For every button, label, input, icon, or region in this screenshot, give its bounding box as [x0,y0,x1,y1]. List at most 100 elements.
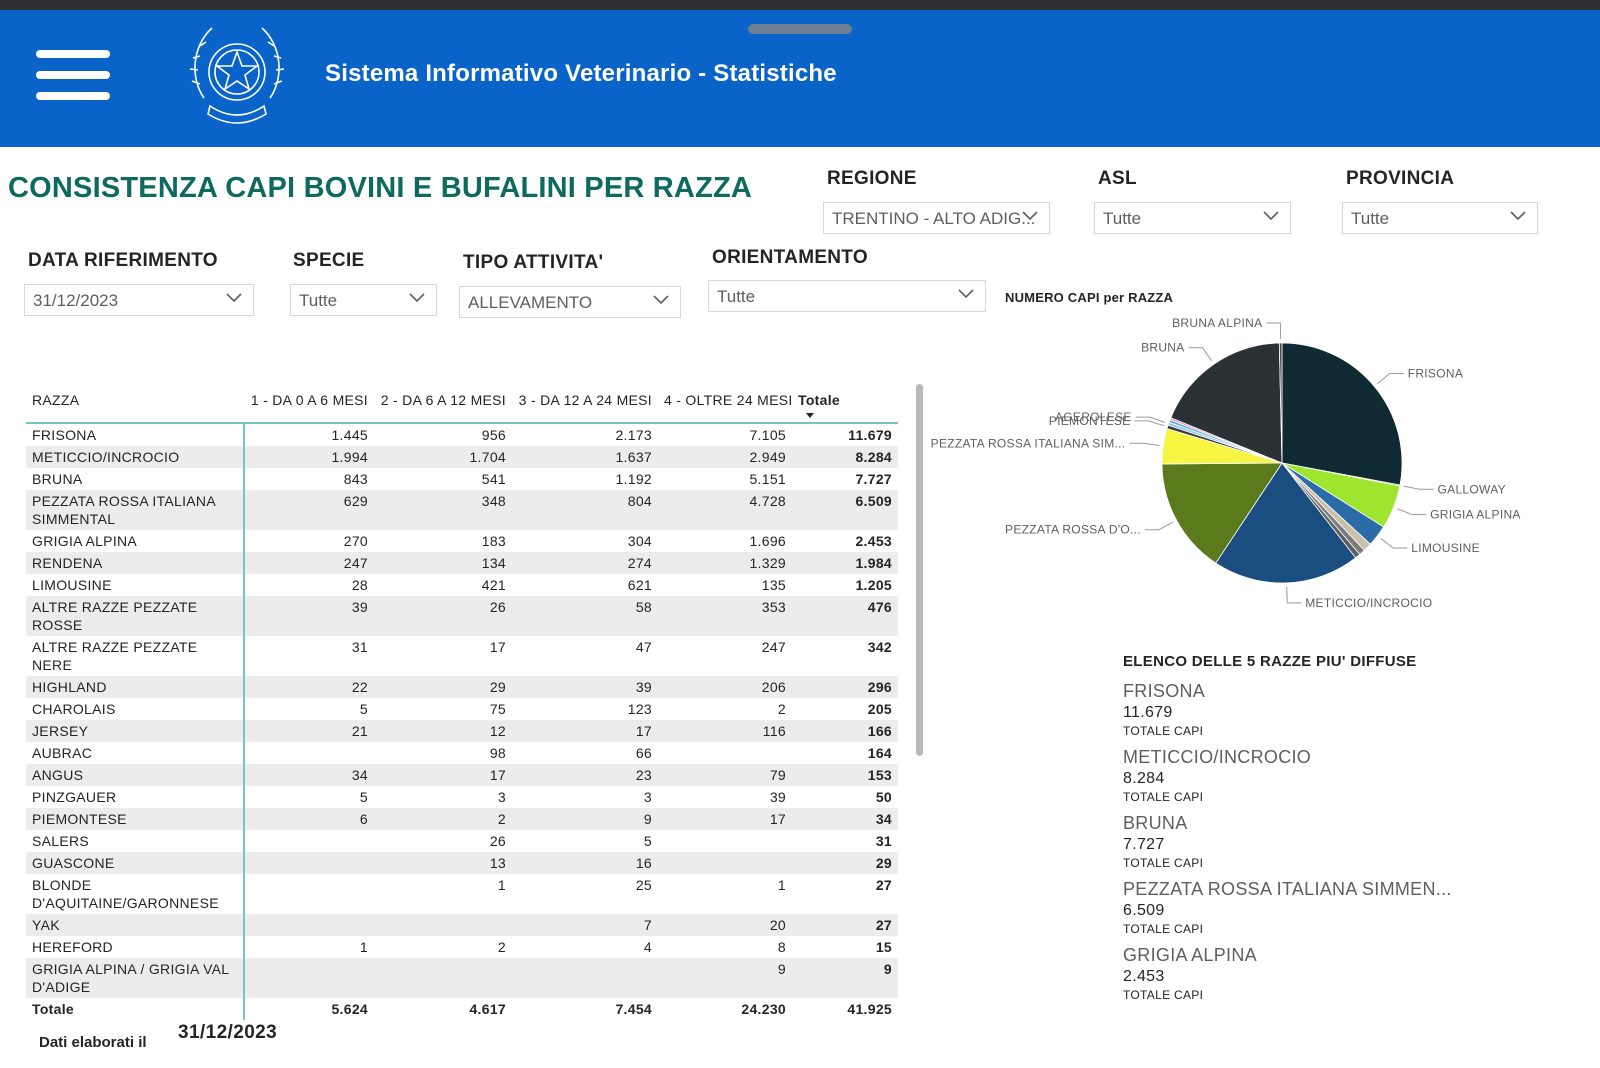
footer-date: 31/12/2023 [178,1022,278,1043]
table-row[interactable]: HEREFORD 1 2 4 8 15 [26,936,898,958]
pie-leader-line [1266,322,1282,340]
cell-totale: 342 [867,639,892,655]
table-row[interactable]: FRISONA 1.445 956 2.173 7.105 11.679 [26,423,898,446]
table-row[interactable]: GUASCONE 13 16 29 [26,852,898,874]
column-header-oltre-24-mesi[interactable]: 4 - OLTRE 24 MESI [664,392,793,408]
table-cell: 25 [635,877,652,893]
table-scrollbar[interactable] [916,384,923,756]
total-cell: 41.925 [792,998,898,1020]
menu-icon[interactable] [36,50,110,106]
table-cell: 20 [769,917,786,933]
table-row[interactable]: ANGUS 34 17 23 79 153 [26,764,898,786]
pie-slice-label: PIEMONTESE [1049,414,1131,428]
table-cell: 16 [635,855,652,871]
cell-totale: 15 [875,939,892,955]
top5-list: FRISONA 11.679 TOTALE CAPI METICCIO/INCROCI… [1123,680,1543,1010]
table-cell: 247 [343,555,368,571]
table-cell: 7.105 [749,427,786,443]
column-header-totale[interactable]: Totale [792,378,898,423]
cell-razza: PINZGAUER [26,786,245,808]
filter-label-asl: ASL [1098,168,1137,189]
cell-razza: ANGUS [26,764,245,786]
pie-slice[interactable] [1170,342,1283,464]
table-row[interactable]: JERSEY 21 12 17 116 166 [26,720,898,742]
pie-slice[interactable] [1161,462,1283,564]
pie-slice[interactable] [1278,342,1283,464]
table-row[interactable]: HIGHLAND 22 29 39 206 296 [26,676,898,698]
chart-title: NUMERO CAPI per RAZZA [1005,290,1174,305]
table-row[interactable]: GRIGIA ALPINA / GRIGIA VAL D'ADIGE 9 9 [26,958,898,998]
table-cell [244,958,374,998]
table-row[interactable]: YAK 7 20 27 [26,914,898,936]
table-row[interactable]: ALTRE RAZZE PEZZATE NERE 31 17 47 247 342 [26,636,898,676]
table-cell: 17 [489,639,506,655]
table-row[interactable]: CHAROLAIS 5 75 123 2 205 [26,698,898,720]
cell-totale: 6.509 [855,493,892,509]
table-cell: 9 [777,961,786,977]
table-row[interactable]: RENDENA 247 134 274 1.329 1.984 [26,552,898,574]
pie-slice-label: FRISONA [1408,367,1463,381]
column-header-0-6-mesi[interactable]: 1 - DA 0 A 6 MESI [250,392,368,408]
top5-cap: TOTALE CAPI [1123,724,1204,738]
cell-razza: METICCIO/INCROCIO [26,446,245,468]
tipo-attivita-value: ALLEVAMENTO [468,293,593,312]
table-cell: 116 [762,723,786,739]
top5-val: 7.727 [1123,836,1165,853]
data-riferimento-dropdown[interactable]: 31/12/2023 [24,284,254,316]
top5-item: GRIGIA ALPINA 2.453 TOTALE CAPI [1123,944,1543,1010]
table-cell: 134 [481,555,506,571]
cell-totale: 1.984 [855,555,892,571]
cell-razza: PEZZATA ROSSA ITALIANA SIMMENTAL [26,490,245,530]
table-row[interactable]: AUBRAC 98 66 164 [26,742,898,764]
regione-value: TRENTINO - ALTO ADIG... [832,209,1036,228]
table-row[interactable]: SALERS 26 5 31 [26,830,898,852]
table-row[interactable]: METICCIO/INCROCIO 1.994 1.704 1.637 2.949 8.2… [26,446,898,468]
table-row[interactable]: PINZGAUER 5 3 3 39 50 [26,786,898,808]
asl-dropdown[interactable]: Tutte [1094,202,1291,234]
pie-slice[interactable] [1281,342,1403,486]
pie-leader-line [1403,485,1434,490]
table-row[interactable]: PEZZATA ROSSA ITALIANA SIMMENTAL 629 348 80… [26,490,898,530]
specie-dropdown[interactable]: Tutte [290,284,437,316]
column-header-6-12-mesi[interactable]: 2 - DA 6 A 12 MESI [380,392,506,408]
table-cell: 98 [489,745,506,761]
table-row[interactable]: GRIGIA ALPINA 270 183 304 1.696 2.453 [26,530,898,552]
filter-label-data-riferimento: DATA RIFERIMENTO [28,250,218,271]
cell-razza: JERSEY [26,720,245,742]
provincia-dropdown[interactable]: Tutte [1342,202,1538,234]
table-row[interactable]: ALTRE RAZZE PEZZATE ROSSE 39 26 58 353 476 [26,596,898,636]
table-row[interactable]: BLONDE D'AQUITAINE/GARONNESE 1 25 1 27 [26,874,898,914]
orientamento-dropdown[interactable]: Tutte [708,280,986,312]
table-row[interactable]: LIMOUSINE 28 421 621 135 1.205 [26,574,898,596]
table-cell: 5 [359,789,368,805]
column-header-12-24-mesi[interactable]: 3 - DA 12 A 24 MESI [518,392,652,408]
total-cell: 24.230 [658,998,792,1020]
drag-handle[interactable] [748,24,852,34]
table-cell: 39 [635,679,652,695]
column-header-razza[interactable]: RAZZA [32,392,80,408]
table-cell [244,742,374,764]
pie-slice[interactable] [1215,462,1357,584]
table-cell: 1.994 [331,449,368,465]
table-cell: 39 [769,789,786,805]
provincia-value: Tutte [1351,209,1390,228]
table-row[interactable]: PIEMONTESE 6 2 9 17 34 [26,808,898,830]
table-row[interactable]: BRUNA 843 541 1.192 5.151 7.727 [26,468,898,490]
table-cell: 956 [481,427,506,443]
cell-totale: 164 [867,745,892,761]
regione-dropdown[interactable]: TRENTINO - ALTO ADIG... [823,202,1050,234]
cell-totale: 9 [883,961,892,977]
cell-totale: 1.205 [855,577,892,593]
chevron-down-icon [653,295,669,305]
table-cell: 17 [635,723,652,739]
cell-totale: 476 [867,599,892,615]
tipo-attivita-dropdown[interactable]: ALLEVAMENTO [459,286,681,318]
table-cell: 1.696 [749,533,786,549]
top5-name: FRISONA [1123,681,1206,701]
table-cell: 3 [497,789,506,805]
cell-razza: GRIGIA ALPINA / GRIGIA VAL D'ADIGE [26,958,245,998]
table-cell: 348 [481,493,506,509]
table-cell [658,830,792,852]
table-cell: 17 [489,767,506,783]
table-cell: 5.151 [749,471,786,487]
